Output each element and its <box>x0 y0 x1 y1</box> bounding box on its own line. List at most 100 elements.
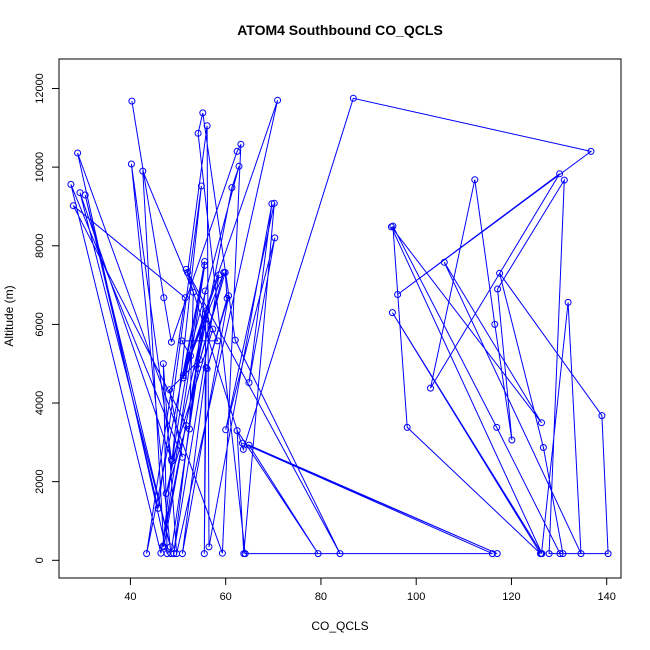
data-point <box>388 309 396 317</box>
data-point <box>270 199 278 207</box>
data-point <box>196 356 203 364</box>
y-axis-label: Altitude (m) <box>2 285 16 346</box>
data-point <box>235 162 243 170</box>
y-tick-label: 2000 <box>34 469 46 493</box>
data-point <box>496 269 504 277</box>
data-point <box>166 543 174 551</box>
data-point <box>162 490 170 497</box>
x-axis: 40 60 80 100 120 140 <box>124 577 616 603</box>
data-point <box>143 550 151 558</box>
data-point <box>223 294 231 302</box>
data-point <box>228 184 236 192</box>
data-point <box>538 419 545 427</box>
series-co-qcls <box>67 94 612 558</box>
data-point <box>598 412 606 420</box>
x-tick-label: 60 <box>220 591 232 603</box>
data-point <box>564 298 572 306</box>
data-point <box>560 176 568 184</box>
data-point <box>539 444 547 451</box>
data-point <box>194 364 202 372</box>
x-tick-label: 120 <box>502 591 520 603</box>
data-point <box>241 550 249 558</box>
data-point <box>233 147 241 155</box>
data-point <box>203 365 211 373</box>
plot-frame <box>58 58 622 579</box>
data-point <box>336 550 344 558</box>
data-point <box>168 457 176 465</box>
data-point <box>166 386 173 394</box>
data-point <box>187 352 194 360</box>
data-point <box>471 176 479 184</box>
data-point <box>186 425 193 433</box>
data-point <box>139 167 147 175</box>
data-point <box>488 550 496 558</box>
data-point <box>189 288 197 296</box>
data-point <box>220 269 228 276</box>
y-tick-label: 6000 <box>34 312 46 336</box>
x-tick-label: 140 <box>598 591 616 603</box>
data-point <box>394 291 402 298</box>
data-point <box>556 550 564 558</box>
data-point <box>179 372 187 379</box>
y-tick-label: 4000 <box>34 391 46 415</box>
data-point <box>231 336 239 344</box>
y-tick-label: 12000 <box>34 73 46 104</box>
chart-title: ATOM4 Southbound CO_QCLS <box>237 22 443 38</box>
data-point <box>167 338 175 346</box>
data-point <box>237 140 245 148</box>
data-point <box>239 445 247 453</box>
data-point <box>545 550 553 558</box>
y-tick-label: 8000 <box>34 234 46 258</box>
data-point <box>491 320 499 328</box>
data-point <box>494 285 502 293</box>
data-point <box>222 426 230 434</box>
x-tick-label: 100 <box>407 591 425 603</box>
y-tick-label: 0 <box>34 557 46 563</box>
data-point <box>167 550 175 558</box>
data-point <box>271 234 279 242</box>
data-point <box>233 427 241 435</box>
data-point <box>440 258 448 266</box>
data-point <box>128 97 136 105</box>
data-point <box>493 550 501 558</box>
data-point <box>245 379 253 387</box>
data-point <box>159 542 167 550</box>
data-point <box>349 94 357 102</box>
data-point <box>577 550 585 558</box>
data-point <box>154 504 162 512</box>
data-point <box>74 149 82 157</box>
data-point <box>81 191 89 199</box>
series-line <box>70 97 609 555</box>
data-point <box>199 109 207 117</box>
data-point <box>179 374 187 382</box>
data-point <box>214 337 222 345</box>
data-point <box>268 200 276 208</box>
y-axis: 0 2000 4000 6000 8000 10000 12000 <box>34 73 60 563</box>
data-point <box>587 147 595 155</box>
data-point <box>203 122 211 130</box>
data-point <box>245 441 253 449</box>
data-point <box>194 129 202 137</box>
data-point <box>127 160 135 168</box>
data-point <box>201 261 209 269</box>
data-point <box>314 550 322 558</box>
data-point <box>604 550 612 558</box>
data-point <box>159 360 167 368</box>
data-point <box>201 258 209 265</box>
data-point <box>178 453 186 461</box>
data-point <box>170 550 178 558</box>
data-point <box>202 315 210 323</box>
data-point <box>508 436 516 444</box>
data-point <box>200 550 208 558</box>
data-point <box>157 549 165 557</box>
data-point <box>203 307 211 315</box>
data-point <box>182 265 190 273</box>
data-point <box>67 180 75 188</box>
data-point <box>218 549 226 557</box>
x-tick-label: 40 <box>124 591 136 603</box>
data-point <box>538 550 545 558</box>
data-point <box>274 96 282 104</box>
data-point <box>403 423 411 431</box>
y-tick-label: 10000 <box>34 152 46 183</box>
